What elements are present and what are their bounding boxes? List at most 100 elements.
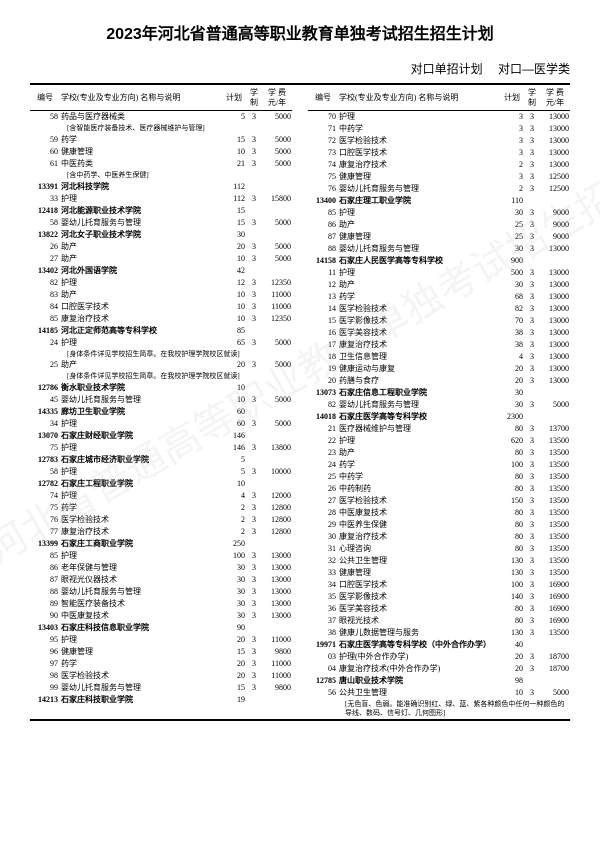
cell-fee: 5000	[262, 359, 292, 371]
major-row: 58药品与医疗器械类535000	[30, 111, 292, 124]
cell-plan: 30	[222, 598, 246, 610]
cell-code: 88	[30, 586, 60, 598]
cell-plan: 80	[500, 423, 524, 435]
cell-plan: 20	[222, 634, 246, 646]
cell-name: 中医养生保健	[338, 519, 500, 531]
cell-plan: 15	[222, 134, 246, 146]
cell-years: 3	[246, 490, 262, 502]
cell-fee: 16900	[540, 579, 570, 591]
cell-years: 3	[524, 351, 540, 363]
cell-name: 康复治疗技术	[338, 339, 500, 351]
cell-years	[246, 454, 262, 466]
subtitle-row: 对口单招计划 对口—医学类	[30, 60, 570, 77]
cell-years: 3	[524, 543, 540, 555]
cell-code: 19	[308, 363, 338, 375]
major-row: 87健康管理2539000	[308, 231, 570, 243]
cell-fee: 13000	[262, 610, 292, 622]
cell-years: 3	[246, 466, 262, 478]
cell-years: 3	[524, 231, 540, 243]
cell-fee	[262, 478, 292, 490]
cell-name: 婴幼儿托育服务与管理	[338, 399, 500, 411]
cell-fee	[262, 382, 292, 394]
th-years: 学制	[246, 85, 262, 111]
cell-code: 22	[308, 435, 338, 447]
major-row: 27助产1035000	[30, 253, 292, 265]
cell-plan: 15	[222, 217, 246, 229]
cell-name: 康复治疗技术	[60, 313, 222, 325]
cell-plan: 2	[222, 514, 246, 526]
school-row: 14018石家庄医学高等专科学校2300	[308, 411, 570, 423]
cell-plan: 98	[500, 675, 524, 687]
cell-name: 公共卫生管理	[338, 555, 500, 567]
th-code: 编号	[308, 85, 338, 111]
cell-name: 医学检验技术	[338, 135, 500, 147]
cell-code: 14335	[30, 406, 60, 418]
cell-code: 14185	[30, 325, 60, 337]
cell-years: 3	[246, 442, 262, 454]
major-row: 56公共卫生管理1035000	[308, 687, 570, 699]
cell-fee	[262, 622, 292, 634]
cell-plan: 20	[222, 241, 246, 253]
cell-name: 婴幼儿托育服务与管理	[60, 682, 222, 694]
cell-fee: 5000	[262, 394, 292, 406]
cell-name: 护理	[338, 207, 500, 219]
cell-fee: 5000	[262, 337, 292, 349]
cell-years: 3	[524, 591, 540, 603]
cell-name: 康复治疗技术(中外合作办学)	[338, 663, 500, 675]
cell-plan: 20	[500, 375, 524, 387]
cell-name: 中医康复技术	[60, 610, 222, 622]
cell-name: 健康管理	[338, 171, 500, 183]
cell-code: 97	[30, 658, 60, 670]
major-row: 70护理3313000	[308, 111, 570, 124]
major-row: 83助产10311000	[30, 289, 292, 301]
note-row: [身体条件详见学校招生简章。在我校护理学院校区就读]	[30, 371, 292, 382]
cell-years	[524, 675, 540, 687]
major-row: 24药学100313500	[308, 459, 570, 471]
cell-code: 87	[30, 574, 60, 586]
cell-years	[246, 478, 262, 490]
cell-plan: 620	[500, 435, 524, 447]
cell-code: 87	[308, 231, 338, 243]
cell-years: 3	[524, 291, 540, 303]
cell-fee: 13500	[540, 555, 570, 567]
cell-name: 石家庄科技信息职业学院	[60, 622, 222, 634]
major-row: 75药学2312800	[30, 502, 292, 514]
cell-years: 3	[524, 627, 540, 639]
cell-name: 助产	[338, 279, 500, 291]
cell-name: 助产	[60, 289, 222, 301]
cell-code: 18	[308, 351, 338, 363]
cell-plan: 130	[500, 627, 524, 639]
cell-code: 21	[308, 423, 338, 435]
cell-code: 74	[30, 490, 60, 502]
cell-code: 84	[30, 301, 60, 313]
cell-fee: 16900	[540, 603, 570, 615]
cell-name: 药学	[60, 502, 222, 514]
cell-fee: 9000	[540, 207, 570, 219]
cell-years: 3	[524, 471, 540, 483]
cell-plan: 3	[500, 123, 524, 135]
major-row: 33健康管理130313500	[308, 567, 570, 579]
cell-years: 3	[246, 586, 262, 598]
cell-fee	[262, 430, 292, 442]
cell-plan: 80	[500, 603, 524, 615]
cell-years: 3	[524, 147, 540, 159]
cell-fee: 13500	[540, 567, 570, 579]
cell-plan: 30	[222, 562, 246, 574]
cell-plan: 3	[500, 111, 524, 124]
cell-plan: 15	[222, 682, 246, 694]
cell-name: 助产	[338, 219, 500, 231]
cell-fee: 13000	[540, 147, 570, 159]
cell-code: 13391	[30, 181, 60, 193]
cell-fee: 13000	[540, 135, 570, 147]
major-row: 74护理4312000	[30, 490, 292, 502]
cell-years: 3	[246, 418, 262, 430]
cell-fee: 13000	[540, 315, 570, 327]
cell-plan: 3	[500, 171, 524, 183]
cell-plan: 60	[222, 418, 246, 430]
cell-years: 3	[524, 435, 540, 447]
cell-fee	[262, 538, 292, 550]
cell-code: 86	[308, 219, 338, 231]
cell-fee: 18700	[540, 651, 570, 663]
major-row: 24护理6535000	[30, 337, 292, 349]
left-table: 编号 学校(专业及专业方向) 名称与说明 计划 学制 学 费 元/年 58药品与…	[30, 85, 292, 706]
